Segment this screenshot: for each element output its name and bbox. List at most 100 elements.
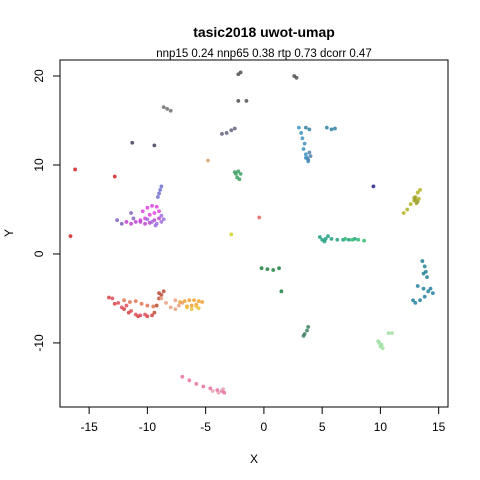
data-point xyxy=(159,213,164,218)
data-point xyxy=(411,298,415,303)
data-point xyxy=(206,158,210,163)
data-point xyxy=(157,209,161,214)
data-point xyxy=(322,239,327,244)
data-point xyxy=(153,223,158,228)
data-point xyxy=(145,205,150,210)
data-point xyxy=(277,266,281,271)
plot-frame xyxy=(59,59,449,408)
data-point xyxy=(238,70,243,75)
data-point xyxy=(299,131,304,135)
data-point xyxy=(151,304,156,309)
data-point xyxy=(145,303,150,308)
data-point xyxy=(229,128,234,133)
data-point xyxy=(371,184,376,189)
data-point xyxy=(356,237,361,242)
data-point xyxy=(155,195,160,199)
data-point xyxy=(380,346,385,351)
data-point xyxy=(376,339,380,344)
data-point xyxy=(133,220,138,224)
data-point xyxy=(238,171,243,176)
data-point xyxy=(131,216,136,221)
data-point xyxy=(122,298,126,303)
data-point xyxy=(301,147,306,151)
data-point xyxy=(210,389,215,393)
data-point xyxy=(307,150,312,155)
data-point xyxy=(139,301,144,306)
data-point xyxy=(208,386,213,391)
data-point xyxy=(237,177,242,182)
data-point xyxy=(182,299,187,304)
data-point xyxy=(418,188,422,192)
data-point xyxy=(178,300,182,304)
data-point xyxy=(185,305,189,310)
data-point xyxy=(115,218,119,223)
data-point xyxy=(414,201,419,206)
data-point xyxy=(168,305,173,310)
data-point xyxy=(107,295,111,300)
data-point xyxy=(158,188,163,192)
y-tick-label: 10 xyxy=(32,158,46,172)
data-point xyxy=(216,390,221,395)
data-point xyxy=(362,238,367,243)
data-point xyxy=(157,191,161,196)
data-point xyxy=(333,126,337,131)
data-point xyxy=(232,170,237,175)
data-point xyxy=(415,284,420,288)
data-point xyxy=(161,105,166,110)
data-point xyxy=(138,220,143,224)
data-point xyxy=(236,99,241,103)
data-point xyxy=(329,127,334,132)
data-point xyxy=(143,221,147,226)
data-point xyxy=(164,301,168,305)
chart-title: tasic2018 uwot-umap xyxy=(193,24,335,40)
data-point xyxy=(176,303,181,308)
y-tick-label: 20 xyxy=(32,69,46,83)
data-point xyxy=(133,299,138,304)
data-point xyxy=(161,217,166,222)
data-point xyxy=(412,196,417,200)
y-tick-label: -10 xyxy=(32,334,46,352)
data-point xyxy=(329,236,334,241)
data-point xyxy=(152,310,157,315)
data-point xyxy=(154,204,159,209)
data-point xyxy=(152,211,157,215)
chart-subtitle: nnp15 0.24 nnp65 0.38 rtp 0.73 dcorr 0.4… xyxy=(156,48,371,60)
data-point xyxy=(159,296,164,301)
data-point xyxy=(294,75,299,80)
data-point xyxy=(154,303,159,308)
data-point xyxy=(301,333,306,338)
data-point xyxy=(145,217,150,222)
data-point xyxy=(413,301,418,305)
data-point xyxy=(110,296,115,301)
data-point xyxy=(224,131,229,135)
data-point xyxy=(305,328,309,333)
data-point xyxy=(306,157,311,162)
data-point xyxy=(307,127,312,132)
x-tick-label: 0 xyxy=(261,420,268,434)
data-point xyxy=(124,303,129,308)
data-point xyxy=(159,220,164,224)
data-point xyxy=(180,374,185,379)
data-point xyxy=(386,331,391,336)
x-axis-label: X xyxy=(250,452,258,466)
data-point xyxy=(271,268,276,272)
data-point xyxy=(302,141,307,146)
data-point xyxy=(265,267,270,271)
data-point xyxy=(150,204,154,208)
data-point xyxy=(165,107,170,111)
data-point xyxy=(187,298,192,303)
data-point xyxy=(196,306,201,311)
data-point xyxy=(259,266,264,271)
x-tick-label: -10 xyxy=(139,420,157,434)
y-tick-label: 0 xyxy=(32,250,46,257)
data-point xyxy=(296,125,301,130)
x-tick-label: 5 xyxy=(319,420,326,434)
data-point xyxy=(347,237,351,242)
data-point xyxy=(112,301,117,306)
data-point xyxy=(168,108,173,113)
data-point xyxy=(159,184,164,189)
data-point xyxy=(405,207,410,212)
data-point xyxy=(308,154,313,158)
data-point xyxy=(232,126,237,131)
